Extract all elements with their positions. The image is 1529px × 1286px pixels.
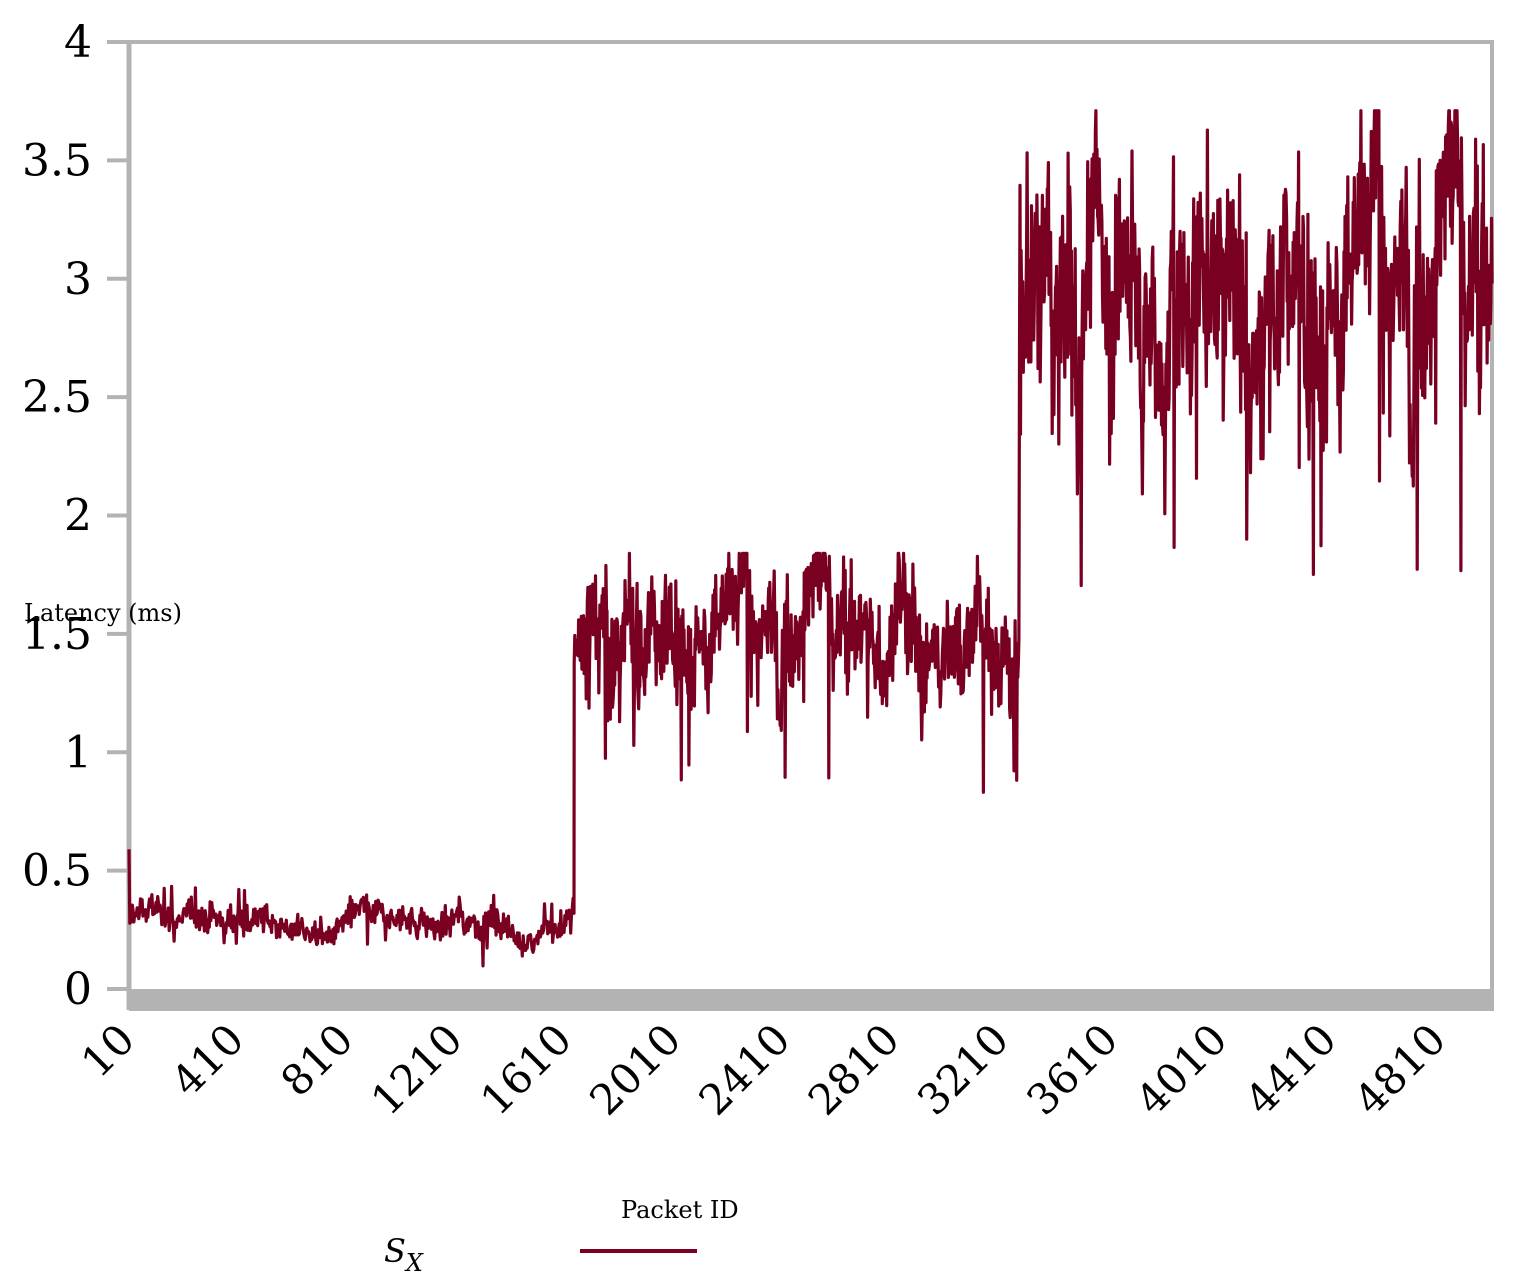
y-tick-label: 2.5 — [22, 372, 92, 423]
x-axis-title: Packet ID — [621, 1196, 739, 1224]
x-tick-label: 10 — [72, 1014, 144, 1086]
x-tick-label: 1610 — [471, 1014, 581, 1124]
y-tick-label: 2 — [64, 491, 92, 542]
legend-label-sx: SX — [384, 1232, 424, 1277]
x-tick-label: 410 — [162, 1014, 253, 1105]
x-tick-label: 3610 — [1017, 1014, 1127, 1124]
y-ticks: 0 0.5 1 1.5 2 2.5 3 3.5 4 — [22, 17, 129, 1015]
x-tick-label: 2810 — [799, 1014, 909, 1124]
y-tick-label: 3.5 — [22, 135, 92, 186]
y-tick-label: 1 — [64, 727, 92, 778]
legend: SX — [384, 1232, 697, 1277]
x-axis-band — [129, 989, 1494, 1011]
y-tick-label: 4 — [64, 17, 92, 68]
x-tick-label: 4010 — [1126, 1014, 1236, 1124]
y-tick-label: 1.5 — [22, 609, 92, 660]
x-tick-label: 1210 — [362, 1014, 472, 1124]
x-tick-label: 4410 — [1236, 1014, 1346, 1124]
series-line-sx — [127, 109, 1494, 968]
y-tick-label: 0.5 — [22, 846, 92, 897]
x-tick-label: 3210 — [908, 1014, 1018, 1124]
x-tick-label: 2010 — [580, 1014, 690, 1124]
x-tick-label: 810 — [271, 1014, 362, 1105]
x-tick-label: 4810 — [1345, 1014, 1455, 1124]
y-tick-label: 3 — [64, 254, 92, 305]
y-tick-label: 0 — [64, 964, 92, 1015]
y-axis-title: Latency (ms) — [24, 599, 182, 627]
x-tick-label: 2410 — [689, 1014, 799, 1124]
